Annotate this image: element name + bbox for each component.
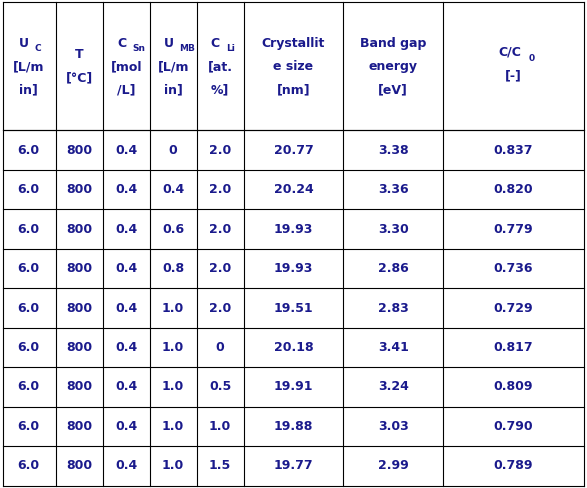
Text: 800: 800 bbox=[66, 223, 92, 236]
Text: 0.4: 0.4 bbox=[162, 183, 184, 196]
Text: 6.0: 6.0 bbox=[17, 302, 39, 314]
Text: in]: in] bbox=[164, 83, 183, 96]
Text: 0.729: 0.729 bbox=[494, 302, 534, 314]
Text: 3.41: 3.41 bbox=[378, 341, 409, 354]
Text: 2.0: 2.0 bbox=[209, 183, 231, 196]
Text: 0.817: 0.817 bbox=[494, 341, 534, 354]
Text: 0.4: 0.4 bbox=[115, 381, 137, 393]
Text: %]: %] bbox=[211, 83, 230, 96]
Text: 1.0: 1.0 bbox=[162, 459, 184, 472]
Text: 0.6: 0.6 bbox=[162, 223, 184, 236]
Text: 6.0: 6.0 bbox=[17, 381, 39, 393]
Text: 20.24: 20.24 bbox=[274, 183, 313, 196]
Text: 19.93: 19.93 bbox=[274, 262, 313, 275]
Text: Band gap: Band gap bbox=[360, 37, 427, 49]
Text: 3.24: 3.24 bbox=[378, 381, 409, 393]
Text: 0: 0 bbox=[169, 143, 177, 157]
Text: Sn: Sn bbox=[132, 44, 145, 53]
Text: 19.51: 19.51 bbox=[274, 302, 313, 314]
Text: [-]: [-] bbox=[505, 69, 522, 82]
Text: 6.0: 6.0 bbox=[17, 459, 39, 472]
Text: 0: 0 bbox=[216, 341, 224, 354]
Text: 0.4: 0.4 bbox=[115, 459, 137, 472]
Text: 0.4: 0.4 bbox=[115, 341, 137, 354]
Text: 1.0: 1.0 bbox=[162, 341, 184, 354]
Text: 6.0: 6.0 bbox=[17, 183, 39, 196]
Text: 800: 800 bbox=[66, 420, 92, 433]
Text: C: C bbox=[34, 44, 41, 53]
Text: 0: 0 bbox=[528, 54, 534, 63]
Text: [at.: [at. bbox=[208, 60, 232, 73]
Text: C/C: C/C bbox=[498, 46, 521, 59]
Text: 0.820: 0.820 bbox=[494, 183, 534, 196]
Text: [L/m: [L/m bbox=[157, 60, 189, 73]
Text: 6.0: 6.0 bbox=[17, 420, 39, 433]
Text: 0.4: 0.4 bbox=[115, 183, 137, 196]
Text: 0.4: 0.4 bbox=[115, 223, 137, 236]
Text: 20.18: 20.18 bbox=[274, 341, 313, 354]
Text: 3.38: 3.38 bbox=[378, 143, 409, 157]
Text: C: C bbox=[117, 37, 126, 49]
Text: 0.837: 0.837 bbox=[494, 143, 534, 157]
Text: 0.4: 0.4 bbox=[115, 143, 137, 157]
Text: 3.03: 3.03 bbox=[378, 420, 409, 433]
Text: MB: MB bbox=[179, 44, 195, 53]
Text: 2.83: 2.83 bbox=[378, 302, 409, 314]
Text: 6.0: 6.0 bbox=[17, 223, 39, 236]
Text: [eV]: [eV] bbox=[379, 83, 408, 96]
Text: 0.4: 0.4 bbox=[115, 302, 137, 314]
Text: 800: 800 bbox=[66, 381, 92, 393]
Text: 1.0: 1.0 bbox=[162, 302, 184, 314]
Text: 2.86: 2.86 bbox=[378, 262, 409, 275]
Text: 0.789: 0.789 bbox=[494, 459, 534, 472]
Text: 2.0: 2.0 bbox=[209, 302, 231, 314]
Text: 800: 800 bbox=[66, 302, 92, 314]
Text: 0.4: 0.4 bbox=[115, 420, 137, 433]
Text: 1.0: 1.0 bbox=[162, 420, 184, 433]
Text: C: C bbox=[211, 37, 220, 49]
Text: 6.0: 6.0 bbox=[17, 143, 39, 157]
Text: U: U bbox=[18, 37, 29, 49]
Text: 19.88: 19.88 bbox=[274, 420, 313, 433]
Text: 800: 800 bbox=[66, 341, 92, 354]
Text: 0.736: 0.736 bbox=[494, 262, 534, 275]
Text: Li: Li bbox=[226, 44, 235, 53]
Text: 19.91: 19.91 bbox=[274, 381, 313, 393]
Text: Crystallit: Crystallit bbox=[262, 37, 325, 49]
Text: 0.8: 0.8 bbox=[162, 262, 184, 275]
Text: 2.99: 2.99 bbox=[378, 459, 409, 472]
Text: 19.77: 19.77 bbox=[274, 459, 313, 472]
Text: 0.779: 0.779 bbox=[494, 223, 534, 236]
Text: 19.93: 19.93 bbox=[274, 223, 313, 236]
Text: 1.0: 1.0 bbox=[162, 381, 184, 393]
Text: 1.0: 1.0 bbox=[209, 420, 231, 433]
Text: 800: 800 bbox=[66, 262, 92, 275]
Text: 0.5: 0.5 bbox=[209, 381, 231, 393]
Text: [mol: [mol bbox=[110, 60, 142, 73]
Text: 0.809: 0.809 bbox=[494, 381, 534, 393]
Text: 800: 800 bbox=[66, 459, 92, 472]
Text: 6.0: 6.0 bbox=[17, 262, 39, 275]
Text: 3.36: 3.36 bbox=[378, 183, 409, 196]
Text: U: U bbox=[163, 37, 174, 49]
Text: T: T bbox=[75, 48, 83, 61]
Text: 20.77: 20.77 bbox=[274, 143, 313, 157]
Text: [L/m: [L/m bbox=[12, 60, 44, 73]
Text: [°C]: [°C] bbox=[66, 72, 93, 84]
Text: [nm]: [nm] bbox=[276, 83, 311, 96]
Text: energy: energy bbox=[369, 60, 418, 73]
Text: 800: 800 bbox=[66, 183, 92, 196]
Text: 2.0: 2.0 bbox=[209, 262, 231, 275]
Text: e size: e size bbox=[274, 60, 313, 73]
Text: 2.0: 2.0 bbox=[209, 143, 231, 157]
Text: 0.790: 0.790 bbox=[494, 420, 534, 433]
Text: 1.5: 1.5 bbox=[209, 459, 231, 472]
Text: /L]: /L] bbox=[117, 83, 136, 96]
Text: 0.4: 0.4 bbox=[115, 262, 137, 275]
Text: in]: in] bbox=[19, 83, 38, 96]
Text: 800: 800 bbox=[66, 143, 92, 157]
Text: 6.0: 6.0 bbox=[17, 341, 39, 354]
Text: 3.30: 3.30 bbox=[378, 223, 409, 236]
Text: 2.0: 2.0 bbox=[209, 223, 231, 236]
